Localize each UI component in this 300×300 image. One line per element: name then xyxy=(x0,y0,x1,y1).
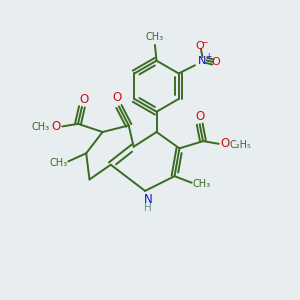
Text: CH₃: CH₃ xyxy=(32,122,50,132)
Text: CH₃: CH₃ xyxy=(192,179,210,189)
Text: −: − xyxy=(200,37,208,46)
Text: N: N xyxy=(144,193,153,206)
Text: O: O xyxy=(52,120,61,133)
Text: CH₃: CH₃ xyxy=(50,158,68,168)
Text: O: O xyxy=(220,137,229,150)
Text: CH₃: CH₃ xyxy=(146,32,164,42)
Text: O: O xyxy=(113,91,122,104)
Text: C₂H₅: C₂H₅ xyxy=(229,140,251,150)
Text: O: O xyxy=(196,110,205,123)
Text: O: O xyxy=(211,57,220,67)
Text: O: O xyxy=(195,40,204,51)
Text: +: + xyxy=(206,52,212,61)
Text: H: H xyxy=(145,203,152,213)
Text: N: N xyxy=(198,56,207,66)
Text: O: O xyxy=(79,93,88,106)
